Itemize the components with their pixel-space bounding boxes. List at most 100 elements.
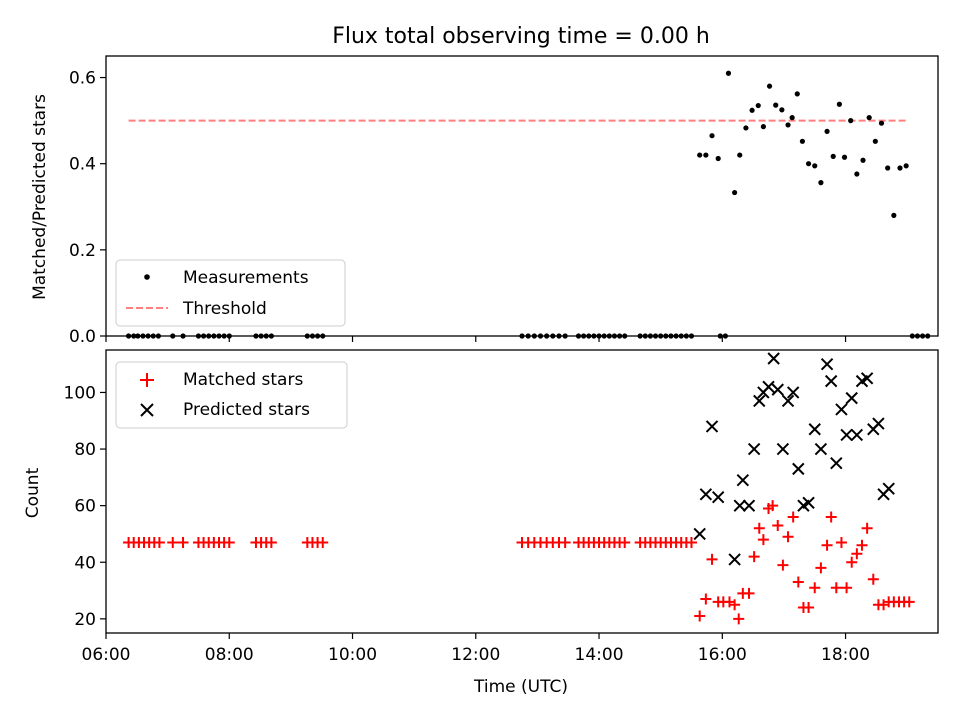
top-x-axis <box>105 336 847 342</box>
predicted-star-point <box>767 352 780 365</box>
matched-star-point <box>772 519 784 531</box>
matched-star-point <box>694 610 706 622</box>
matched-star-point <box>777 559 789 571</box>
predicted-star-point <box>850 428 864 442</box>
measurement-point <box>773 102 779 108</box>
top-y-axis: 0.0 0.2 0.4 0.6 <box>69 69 106 347</box>
matched-star-point <box>685 536 697 548</box>
measurement-point <box>760 124 766 130</box>
bottom-y-tick-label: 80 <box>74 440 96 460</box>
matched-star-point <box>809 582 821 594</box>
legend-matched-marker <box>140 373 154 387</box>
predicted-star-point <box>728 553 741 566</box>
measurement-point <box>854 171 860 177</box>
matched-star-point <box>753 522 765 534</box>
predicted-star-point <box>781 394 795 408</box>
predicted-star-point <box>699 488 713 501</box>
matched-star-point <box>619 536 631 548</box>
measurement-point <box>799 138 806 144</box>
measurement-point <box>755 102 761 109</box>
predicted-star-point <box>872 417 885 430</box>
top-axes-frame <box>105 55 939 337</box>
predicted-star-point <box>824 374 838 388</box>
predicted-star-point <box>762 380 775 393</box>
matched-star-point <box>706 553 718 565</box>
matched-star-point <box>153 536 165 548</box>
predicted-star-point <box>882 482 895 495</box>
predicted-star-point <box>786 386 800 399</box>
measurement-point <box>805 161 812 167</box>
predicted-star-point <box>742 499 756 512</box>
predicted-star-point <box>845 391 858 405</box>
matched-star-point <box>317 536 329 548</box>
measurement-point <box>709 133 715 139</box>
bottom-panel: 20 40 60 80 100 06:00 08:00 10:00 12:00 14:00 16:… <box>23 349 939 665</box>
legend-predicted-marker <box>140 403 154 417</box>
matched-star-point <box>867 573 879 585</box>
measurement-point <box>725 70 732 76</box>
top-y-tick-label: 0.0 <box>69 327 96 347</box>
matched-star-point <box>835 536 847 548</box>
x-tick-label: 16:00 <box>698 645 747 665</box>
predicted-star-point <box>705 420 719 433</box>
measurement-point <box>891 212 897 218</box>
measurement-point <box>732 189 738 196</box>
matched-star-point <box>851 548 863 560</box>
predicted-star-point <box>753 394 766 408</box>
legend-matched-label: Matched stars <box>183 370 303 390</box>
measurement-point <box>812 163 818 169</box>
matched-star-point <box>825 511 837 523</box>
matched-star-point <box>733 613 745 625</box>
measurement-point <box>830 153 836 159</box>
top-y-tick-label: 0.4 <box>69 155 96 175</box>
bottom-y-tick-label: 40 <box>74 553 96 573</box>
measurement-point <box>749 107 755 113</box>
matched-star-point <box>748 551 760 563</box>
bottom-plot-area <box>123 352 915 625</box>
predicted-star-point <box>830 456 843 470</box>
predicted-star-point <box>747 442 761 456</box>
bottom-y-axis: 20 40 60 80 100 <box>64 383 106 630</box>
measurement-point <box>697 152 703 158</box>
predicted-star-point <box>792 462 805 476</box>
matched-star-point <box>815 562 827 574</box>
x-tick-label: 18:00 <box>821 645 870 665</box>
measurement-point <box>743 125 749 131</box>
x-axis-label: Time (UTC) <box>473 677 568 697</box>
matched-star-point <box>167 536 179 548</box>
predicted-star-point <box>802 496 815 510</box>
matched-star-point <box>177 536 189 548</box>
measurement-point <box>703 152 709 158</box>
x-tick-label: 14:00 <box>575 645 624 665</box>
matched-star-point <box>903 596 915 608</box>
legend-measurements-label: Measurements <box>183 268 309 288</box>
predicted-star-point <box>835 403 848 416</box>
measurement-point <box>715 155 721 162</box>
bottom-y-tick-label: 20 <box>74 610 96 630</box>
measurement-point <box>866 115 872 121</box>
bottom-y-tick-label: 100 <box>64 383 96 403</box>
x-tick-label: 06:00 <box>82 645 131 665</box>
top-panel: 0.0 0.2 0.4 0.6 Matched/Predicted stars Mea… <box>30 55 939 347</box>
matched-star-point <box>841 582 853 594</box>
legend-threshold-label: Threshold <box>182 299 267 319</box>
measurement-point <box>872 138 878 144</box>
predicted-star-point <box>808 423 821 436</box>
predicted-star-point <box>736 473 750 487</box>
measurement-point <box>878 120 885 126</box>
measurement-point <box>841 154 848 160</box>
measurement-point <box>785 122 791 128</box>
chart-title: Flux total observing time = 0.00 h <box>332 24 710 49</box>
x-tick-label: 08:00 <box>205 645 254 665</box>
measurement-point <box>818 180 824 186</box>
predicted-star-point <box>840 428 853 442</box>
matched-star-point <box>792 576 804 588</box>
matched-star-point <box>846 556 858 568</box>
measurement-point <box>737 152 743 158</box>
matched-star-point <box>782 531 794 543</box>
predicted-star-point <box>733 499 746 512</box>
matched-star-point <box>757 534 769 546</box>
bottom-legend: Matched stars Predicted stars <box>115 361 348 429</box>
